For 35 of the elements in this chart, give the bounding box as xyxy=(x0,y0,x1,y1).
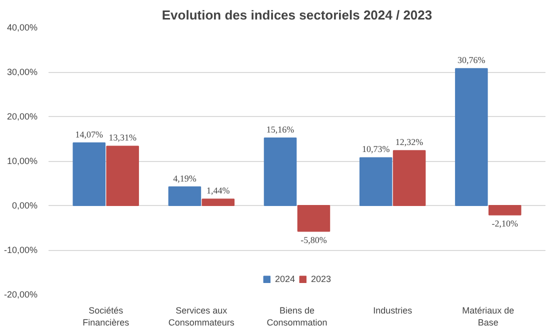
chart-title: Evolution des indices sectoriels 2024 / 2023 xyxy=(162,8,432,22)
x-tick-label: Sociétés Financières xyxy=(82,306,130,328)
y-tick-label: 30,00% xyxy=(6,67,38,77)
x-tick-label: Biens de Consommation xyxy=(266,306,328,328)
data-label: 15,16% xyxy=(266,124,295,134)
y-tick-label: -20,00% xyxy=(4,290,38,300)
x-tick-label: Services aux Consommateurs xyxy=(168,306,235,328)
bar xyxy=(488,205,522,216)
bar xyxy=(392,150,426,206)
bar xyxy=(455,68,488,206)
x-tick-label: Industries xyxy=(373,306,413,316)
y-tick-label: 20,00% xyxy=(6,112,38,122)
y-tick-label: -10,00% xyxy=(4,245,38,255)
data-label: 4,19% xyxy=(173,173,197,184)
bar xyxy=(359,157,392,206)
data-label: 1,44% xyxy=(206,186,230,196)
data-label: 12,32% xyxy=(395,137,424,148)
legend-label: 2023 xyxy=(311,274,332,284)
data-label: 30,76% xyxy=(458,55,486,66)
y-tick-label: 0,00% xyxy=(12,200,38,210)
y-tick-label: 40,00% xyxy=(6,22,38,32)
data-label: -2,10% xyxy=(492,218,519,228)
data-label: -5,80% xyxy=(300,234,328,245)
bar xyxy=(72,142,106,206)
legend-label: 2024 xyxy=(274,274,295,284)
data-label: 13,31% xyxy=(108,132,137,143)
y-tick-label: 10,00% xyxy=(6,156,38,166)
bar xyxy=(297,205,330,232)
bar xyxy=(168,186,202,206)
bar xyxy=(264,138,297,206)
data-label: 14,07% xyxy=(75,129,104,140)
bar xyxy=(202,198,235,206)
data-label: 10,73% xyxy=(362,144,390,154)
bar xyxy=(106,146,139,206)
x-tick-label: Matériaux de Base xyxy=(462,306,514,328)
